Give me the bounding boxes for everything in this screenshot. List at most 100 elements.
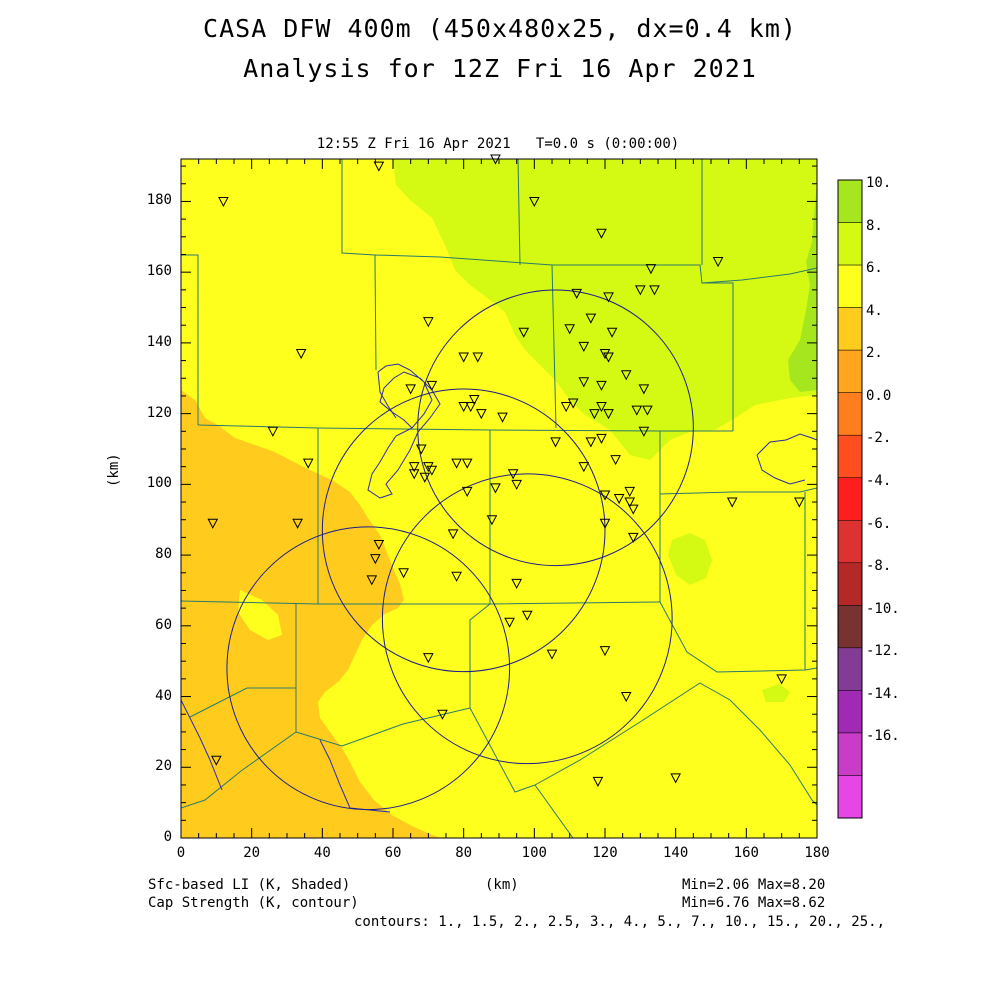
station-marker [599, 490, 611, 501]
station-marker [302, 458, 314, 469]
station-marker [726, 497, 738, 508]
station-marker [627, 532, 639, 543]
station-marker [366, 575, 378, 586]
station-marker [649, 285, 660, 296]
station-marker [620, 692, 632, 703]
station-marker [521, 610, 533, 621]
y-tick-label: 80 [155, 546, 172, 563]
station-marker [472, 352, 484, 363]
station-marker [426, 380, 438, 391]
station-marker [458, 402, 469, 413]
station-marker [794, 497, 805, 508]
x-tick-label: 160 [733, 845, 759, 861]
shade-yellow-green-patch-se [762, 684, 790, 702]
station-marker [426, 465, 438, 476]
shade-yellow-green-patch-south [668, 533, 712, 585]
colorbar-swatch [837, 775, 863, 819]
station-marker [776, 674, 787, 685]
contour-min-max: Min=6.76 Max=8.62 [682, 895, 826, 911]
station-marker [599, 349, 611, 360]
station-marker [635, 285, 646, 296]
surface-stations [207, 154, 805, 787]
station-marker [560, 402, 572, 413]
y-axis-label: (km) [106, 453, 122, 487]
y-tick-label: 100 [146, 475, 172, 492]
x-tick-label: 60 [384, 845, 402, 861]
station-marker [476, 409, 487, 420]
colorbar-label: 2. [866, 345, 883, 362]
station-marker [486, 515, 498, 526]
x-tick-label: 180 [804, 845, 830, 861]
colorbar-label: 8. [866, 217, 883, 234]
li-shading [181, 159, 817, 838]
station-marker [451, 458, 462, 469]
station-marker [529, 196, 540, 208]
station-marker [267, 426, 279, 437]
station-marker [419, 472, 431, 483]
colorbar-label: 10. [866, 175, 892, 192]
x-tick-label: 80 [455, 845, 473, 861]
shade-yellow-green-region [393, 159, 817, 460]
colorbar-label: -12. [866, 643, 900, 660]
station-marker [207, 518, 219, 529]
shade-orange-region [181, 390, 440, 838]
station-marker [627, 504, 639, 515]
station-marker [596, 228, 607, 239]
contour-levels: contours: 1., 1.5, 2., 2.5, 3., 4., 5., … [354, 914, 886, 930]
colorbar-swatch [837, 307, 863, 351]
station-marker [610, 455, 621, 466]
shading-min-max: Min=2.06 Max=8.20 [682, 877, 826, 893]
y-tick-label: 180 [146, 192, 172, 209]
colorbar-swatch [837, 434, 863, 478]
colorbar-label: 4. [866, 302, 883, 319]
station-marker [405, 384, 416, 395]
station-marker [603, 292, 614, 303]
station-marker [373, 539, 385, 551]
station-marker [370, 554, 381, 565]
station-marker [712, 257, 724, 268]
station-marker [423, 317, 434, 328]
colorbar-swatch [837, 562, 863, 606]
station-marker [504, 617, 515, 628]
colorbar-swatch [837, 392, 863, 436]
station-marker [631, 405, 643, 416]
station-marker [373, 161, 385, 172]
colorbar-swatch [837, 732, 863, 776]
station-marker [211, 755, 222, 766]
station-marker [423, 462, 434, 473]
y-tick-label: 40 [155, 687, 172, 704]
station-marker [292, 518, 303, 529]
radar-range-rings [226, 289, 694, 811]
colorbar-label: -4. [866, 472, 892, 489]
station-marker [599, 518, 611, 529]
station-marker [511, 578, 522, 589]
station-marker [585, 313, 597, 324]
colorbar-swatch [837, 647, 863, 691]
colorbar-swatch [837, 477, 863, 521]
chart-title: CASA DFW 400m (450x480x25, dx=0.4 km) [203, 14, 797, 43]
y-tick-label: 140 [146, 333, 172, 350]
station-marker [564, 324, 575, 335]
y-tick-label: 20 [155, 758, 172, 775]
station-marker [603, 352, 614, 363]
station-marker [465, 402, 477, 413]
station-marker [511, 479, 522, 490]
shading-field-label: Sfc-based LI (K, Shaded) [148, 877, 351, 893]
radar-range-ring [321, 388, 606, 673]
colorbar-label: -14. [866, 685, 900, 702]
colorbar-swatch [837, 264, 863, 308]
station-marker [415, 444, 427, 455]
station-marker [606, 327, 618, 338]
station-marker [468, 394, 480, 406]
station-marker [490, 483, 501, 494]
shade-light-green-region [788, 182, 817, 392]
station-marker [497, 412, 508, 423]
station-marker [596, 380, 607, 391]
station-marker [578, 377, 590, 388]
colorbar-label: -10. [866, 600, 900, 617]
radar-range-ring [417, 289, 694, 567]
colorbar-frame [837, 179, 863, 819]
colorbar [837, 179, 863, 819]
station-marker [620, 370, 632, 381]
